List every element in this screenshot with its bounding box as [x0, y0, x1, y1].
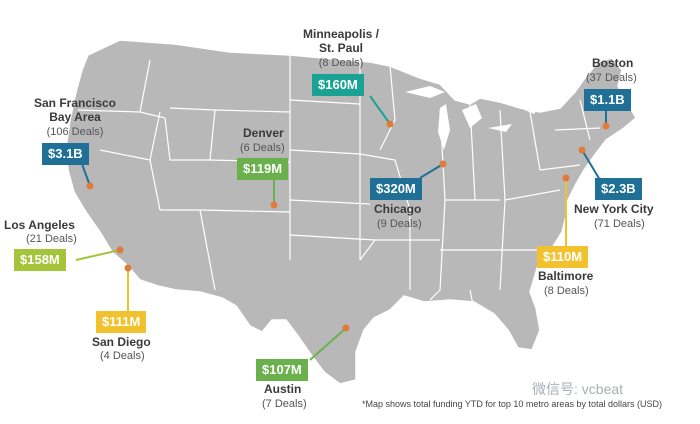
la-name: Los Angeles — [4, 218, 75, 232]
austin-leader — [309, 327, 347, 361]
nyc-deals: (71 Deals) — [594, 218, 645, 230]
us-landmass — [65, 39, 637, 385]
austin-marker — [342, 324, 350, 332]
sf-marker — [86, 182, 94, 190]
sf-name: San Francisco Bay Area — [33, 96, 117, 124]
chicago-name: Chicago — [374, 202, 422, 216]
boston-amount-badge: $1.1B — [584, 89, 631, 111]
sd-amount-badge: $111M — [96, 311, 147, 333]
sd-marker — [124, 264, 132, 272]
chicago-marker — [439, 160, 447, 168]
sd-deals: (4 Deals) — [100, 350, 145, 362]
sf-leader — [81, 163, 91, 187]
city-markers — [86, 120, 610, 332]
nyc-leader — [581, 149, 601, 181]
msp-marker — [386, 120, 394, 128]
chicago-leader — [419, 163, 444, 179]
nyc-marker — [578, 146, 586, 154]
sd-name: San Diego — [92, 335, 151, 349]
denver-marker — [270, 201, 278, 209]
baltimore-name: Baltimore — [538, 269, 594, 283]
chicago-amount-badge: $320M — [370, 178, 422, 200]
nyc-name: New York City — [574, 202, 654, 216]
sf-amount-badge: $3.1B — [42, 143, 89, 165]
boston-marker — [602, 122, 610, 130]
austin-name: Austin — [264, 382, 302, 396]
msp-amount-badge: $160M — [312, 74, 364, 96]
nyc-amount-badge: $2.3B — [595, 178, 642, 200]
denver-amount-badge: $119M — [237, 158, 289, 180]
msp-name: Minneapolis / St. Paul — [302, 27, 379, 55]
baltimore-amount-badge: $110M — [537, 246, 589, 268]
la-deals: (21 Deals) — [26, 233, 77, 245]
la-amount-badge: $158M — [14, 249, 66, 271]
austin-amount-badge: $107M — [256, 359, 308, 381]
sf-deals: (106 Deals) — [46, 126, 104, 138]
baltimore-deals: (8 Deals) — [544, 285, 589, 297]
baltimore-marker — [562, 174, 570, 182]
boston-deals: (37 Deals) — [586, 72, 637, 84]
wechat-watermark: 微信号: vcbeat — [532, 381, 624, 397]
austin-deals: (7 Deals) — [262, 398, 307, 410]
denver-name: Denver — [243, 126, 284, 140]
msp-leader — [369, 95, 391, 125]
boston-name: Boston — [592, 56, 634, 70]
la-leader — [75, 249, 121, 261]
msp-deals: (8 Deals) — [318, 57, 364, 69]
la-marker — [116, 246, 124, 254]
denver-deals: (6 Deals) — [240, 142, 285, 154]
chicago-deals: (9 Deals) — [377, 218, 422, 230]
map-footnote: *Map shows total funding YTD for top 10 … — [362, 399, 662, 409]
great-lakes — [405, 86, 540, 150]
